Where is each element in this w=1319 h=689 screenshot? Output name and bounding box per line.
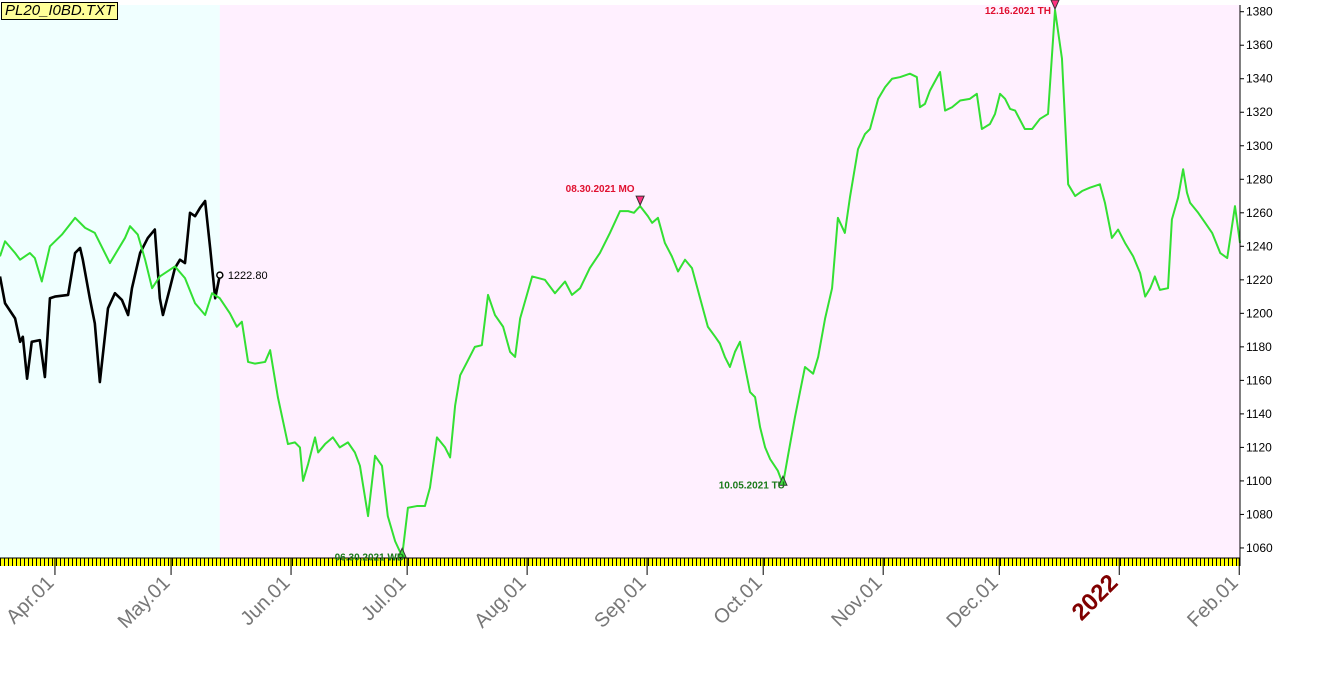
y-tick-label: 1320 bbox=[1246, 105, 1273, 119]
y-tick-label: 1220 bbox=[1246, 273, 1273, 287]
background bbox=[0, 5, 1241, 558]
low-marker bbox=[778, 475, 788, 486]
y-tick-label: 1280 bbox=[1246, 172, 1273, 186]
high-marker bbox=[635, 195, 645, 207]
series-line bbox=[0, 199, 222, 384]
y-tick-label: 1340 bbox=[1246, 72, 1273, 86]
x-tick-label: Apr.01 bbox=[2, 572, 58, 628]
x-tick-label: Jul.01 bbox=[357, 572, 410, 625]
x-tick-label: Aug.01 bbox=[470, 572, 530, 632]
y-tick-label: 1380 bbox=[1246, 5, 1273, 19]
y-tick-label: 1100 bbox=[1246, 474, 1272, 488]
minor-ticks bbox=[0, 558, 1240, 566]
x-tick-label: Sep.01 bbox=[590, 572, 650, 632]
projection-region bbox=[219, 5, 1241, 558]
y-tick-label: 1060 bbox=[1246, 541, 1273, 555]
x-tick-label: 2022 bbox=[1067, 569, 1124, 626]
x-tick-label: Dec.01 bbox=[942, 572, 1002, 632]
plot-area: 1222.80 bbox=[0, 9, 1241, 558]
y-tick-label: 1080 bbox=[1246, 507, 1273, 521]
history-region bbox=[0, 5, 220, 558]
y-tick-label: 1200 bbox=[1246, 306, 1273, 320]
annotation: 08.30.2021 MO bbox=[566, 184, 635, 195]
series-line bbox=[0, 9, 1241, 558]
annotation: 10.05.2021 TU bbox=[719, 480, 785, 491]
x-tick-label: Feb.01 bbox=[1183, 572, 1243, 632]
y-tick-label: 1160 bbox=[1246, 373, 1272, 387]
y-tick-label: 1140 bbox=[1246, 407, 1272, 421]
y-tick-label: 1360 bbox=[1246, 38, 1273, 52]
y-tick-label: 1180 bbox=[1246, 340, 1272, 354]
y-tick-label: 1120 bbox=[1246, 440, 1272, 454]
last-value-label: 1222.80 bbox=[228, 270, 268, 282]
x-tick-label: Nov.01 bbox=[827, 572, 886, 631]
x-tick-label: Jun.01 bbox=[237, 572, 295, 630]
low-marker bbox=[397, 547, 407, 558]
y-tick-label: 1240 bbox=[1246, 239, 1273, 253]
x-tick-label: Oct.01 bbox=[710, 572, 767, 629]
last-point bbox=[216, 271, 224, 279]
chart-title: PL20_I0BD.TXT bbox=[1, 2, 119, 20]
x-tick-label: May.01 bbox=[114, 572, 175, 633]
annotation: 12.16.2021 TH bbox=[985, 6, 1051, 17]
annotation: 06.30.2021 WD bbox=[335, 552, 405, 563]
y-tick-label: 1260 bbox=[1246, 206, 1273, 220]
high-marker bbox=[1050, 0, 1060, 11]
y-tick-label: 1300 bbox=[1246, 139, 1273, 153]
